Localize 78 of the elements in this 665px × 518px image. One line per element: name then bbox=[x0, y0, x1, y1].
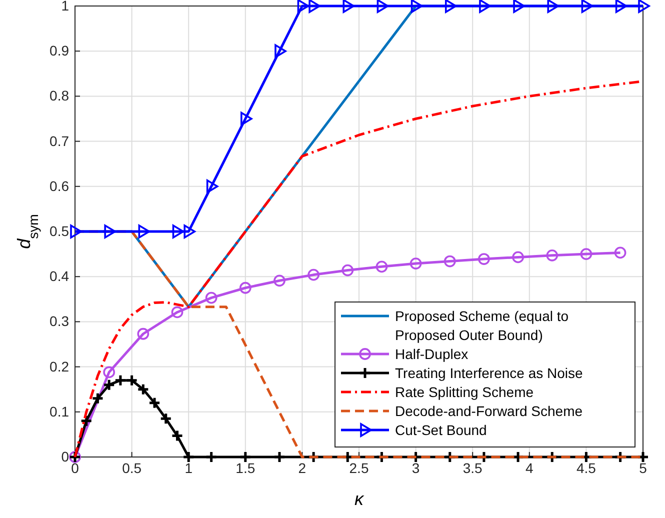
point bbox=[240, 112, 252, 126]
point bbox=[103, 366, 116, 378]
point bbox=[479, 0, 491, 13]
x-tick-label: 4.5 bbox=[576, 460, 596, 476]
point bbox=[308, 0, 320, 13]
point bbox=[342, 0, 355, 13]
point bbox=[160, 412, 172, 425]
y-tick-label: 0.1 bbox=[50, 403, 70, 420]
point bbox=[102, 378, 116, 392]
point bbox=[273, 450, 286, 464]
x-tick-label: 1.5 bbox=[236, 460, 256, 476]
point bbox=[170, 430, 184, 442]
point bbox=[126, 374, 138, 387]
point bbox=[274, 274, 286, 287]
point bbox=[239, 450, 252, 464]
x-tick-label: 3 bbox=[412, 460, 420, 476]
legend-label: Decode-and-Forward Scheme bbox=[395, 403, 583, 419]
point bbox=[184, 224, 196, 238]
x-tick-label: 5 bbox=[639, 460, 648, 476]
x-tick-label: 3.5 bbox=[462, 460, 483, 476]
point bbox=[513, 0, 525, 13]
point bbox=[376, 260, 388, 273]
y-tick-label: 0.6 bbox=[50, 178, 70, 194]
point bbox=[410, 258, 422, 270]
y-tick-label: 0.8 bbox=[50, 88, 70, 104]
point bbox=[512, 251, 524, 264]
point bbox=[615, 0, 628, 13]
point bbox=[376, 0, 389, 13]
point bbox=[297, 0, 310, 13]
point bbox=[274, 44, 286, 58]
point bbox=[91, 392, 104, 405]
y-tick-label: 0.4 bbox=[50, 268, 70, 284]
point bbox=[70, 224, 82, 238]
legend-label: Cut-Set Bound bbox=[395, 422, 487, 438]
point bbox=[137, 328, 150, 340]
point bbox=[138, 224, 150, 238]
point bbox=[80, 414, 93, 428]
point bbox=[104, 224, 116, 238]
legend-label: Treating Interference as Noise bbox=[395, 365, 584, 381]
point bbox=[171, 306, 184, 318]
point bbox=[444, 0, 457, 13]
legend-label: Proposed Scheme (equal to Proposed Outer Bound) bbox=[395, 308, 569, 343]
point bbox=[114, 374, 127, 387]
y-tick-label: 0 bbox=[61, 448, 70, 464]
y-tick-label: 0.9 bbox=[50, 42, 70, 59]
point bbox=[547, 0, 560, 13]
point bbox=[546, 249, 558, 262]
y-tick-label: 0.2 bbox=[50, 358, 70, 374]
y-tick-label: 0.5 bbox=[50, 222, 70, 239]
point bbox=[205, 450, 218, 464]
point bbox=[638, 0, 650, 13]
point bbox=[478, 253, 490, 265]
y-tick-label: 1 bbox=[61, 0, 70, 14]
point bbox=[581, 0, 594, 13]
point bbox=[342, 264, 354, 276]
point bbox=[206, 180, 218, 194]
x-tick-label: 0.5 bbox=[122, 460, 142, 476]
legend-label: Rate Splitting Scheme bbox=[395, 384, 534, 400]
y-tick-label: 0.7 bbox=[50, 132, 70, 149]
x-tick-label: 0 bbox=[71, 460, 80, 476]
x-tick-label: 4 bbox=[526, 460, 534, 476]
point bbox=[172, 224, 184, 238]
legend-label: Half-Duplex bbox=[395, 346, 468, 362]
x-tick-label: 2.5 bbox=[349, 460, 369, 476]
point bbox=[239, 282, 252, 294]
point bbox=[205, 292, 218, 304]
point bbox=[136, 383, 150, 396]
x-tick-label: 1 bbox=[184, 460, 193, 476]
point bbox=[580, 248, 592, 260]
point bbox=[614, 246, 626, 259]
x-axis-title: κ bbox=[354, 489, 364, 509]
point bbox=[410, 0, 423, 13]
point bbox=[308, 268, 320, 281]
x-tick-label: 2 bbox=[298, 460, 306, 476]
y-tick-label: 0.3 bbox=[50, 313, 70, 330]
point bbox=[444, 255, 456, 268]
point bbox=[148, 396, 161, 410]
point bbox=[182, 450, 195, 464]
